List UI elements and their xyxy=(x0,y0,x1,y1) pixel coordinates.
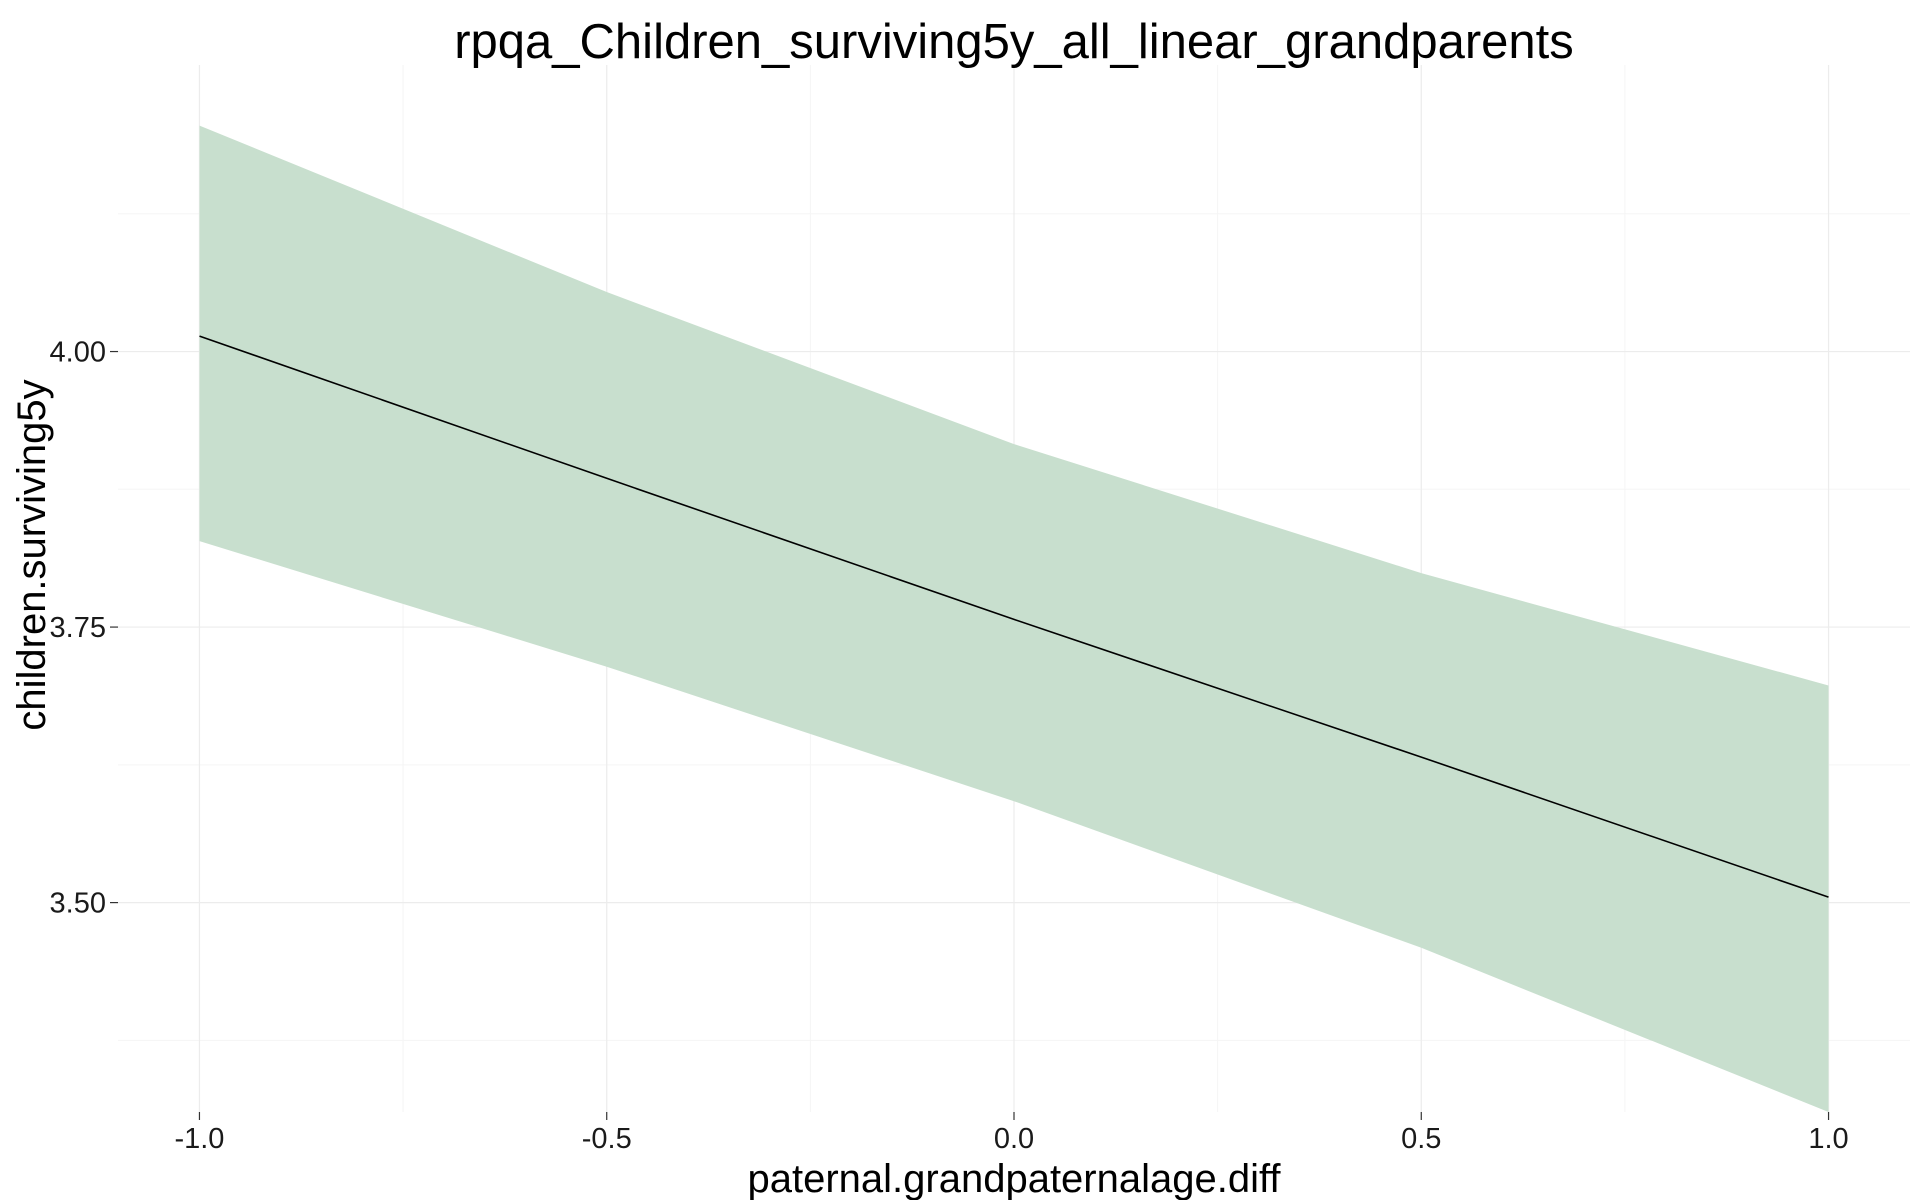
x-tick-label: 1.0 xyxy=(1808,1123,1848,1155)
y-tick-label: 4.00 xyxy=(50,337,106,369)
x-tick-label: 0.0 xyxy=(994,1123,1034,1155)
y-axis-title: children.surviving5y xyxy=(10,379,54,730)
x-tick-label: -1.0 xyxy=(174,1123,224,1155)
y-axis-ticks: 3.50 3.75 4.00 xyxy=(50,337,118,920)
x-tick-label: -0.5 xyxy=(582,1123,632,1155)
y-tick-label: 3.75 xyxy=(50,612,106,644)
x-axis-title: paternal.grandpaternalage.diff xyxy=(747,1157,1281,1200)
chart-title: rpqa_Children_surviving5y_all_linear_gra… xyxy=(454,15,1574,69)
x-axis-ticks: -1.0 -0.5 0.0 0.5 1.0 xyxy=(174,1112,1849,1155)
fit-line xyxy=(199,335,1829,898)
y-tick-label: 3.50 xyxy=(50,888,106,920)
x-tick-label: 0.5 xyxy=(1401,1123,1441,1155)
